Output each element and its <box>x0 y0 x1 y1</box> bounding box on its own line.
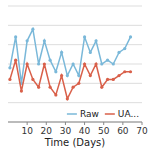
series-point <box>60 51 63 54</box>
grid-line <box>8 122 142 123</box>
series-point <box>129 35 132 38</box>
x-tick <box>27 122 28 125</box>
series-point <box>37 86 40 89</box>
x-tick-label: 10 <box>21 126 33 136</box>
series-point <box>123 47 126 50</box>
series-line <box>10 29 131 83</box>
x-tick-label: 30 <box>60 126 72 136</box>
series-point <box>43 39 46 42</box>
series-point <box>112 78 115 81</box>
series-point <box>66 97 69 100</box>
x-axis-line <box>8 122 142 123</box>
series-point <box>100 86 103 89</box>
series-point <box>8 66 11 69</box>
series-point <box>66 74 69 77</box>
series-point <box>77 74 80 77</box>
series-point <box>49 86 52 89</box>
series-point <box>106 59 109 62</box>
series-point <box>71 62 74 65</box>
legend-item: Raw <box>67 109 99 119</box>
x-tick-label: 70 <box>136 126 148 136</box>
legend-label: UA... <box>118 109 139 119</box>
series-point <box>106 78 109 81</box>
series-point <box>100 62 103 65</box>
x-tick <box>65 122 66 125</box>
series-point <box>83 35 86 38</box>
series-point <box>129 70 132 73</box>
series-point <box>54 70 57 73</box>
series-point <box>14 35 17 38</box>
grid-line <box>8 102 142 103</box>
series-point <box>20 89 23 92</box>
grid-line <box>8 25 142 26</box>
series-point <box>89 51 92 54</box>
series-point <box>94 62 97 65</box>
chart: 10 20 30 40 50 60 70 Time (Days) Raw UA... <box>0 0 150 150</box>
series-point <box>43 62 46 65</box>
series-point <box>123 70 126 73</box>
legend-swatch <box>67 113 77 115</box>
series-point <box>112 62 115 65</box>
series-point <box>83 62 86 65</box>
legend-swatch <box>105 113 115 115</box>
series-point <box>8 78 11 81</box>
x-tick-label: 50 <box>98 126 110 136</box>
series-point <box>54 93 57 96</box>
series-point <box>26 39 29 42</box>
x-tick <box>46 122 47 125</box>
legend-label: Raw <box>80 109 99 119</box>
x-axis-label: Time (Days) <box>44 137 106 148</box>
series-point <box>71 86 74 89</box>
x-tick <box>103 122 104 125</box>
series-point <box>31 78 34 81</box>
x-tick <box>84 122 85 125</box>
legend: Raw UA... <box>67 109 139 119</box>
series-point <box>94 39 97 42</box>
x-tick-label: 40 <box>79 126 91 136</box>
series-point <box>26 62 29 65</box>
series-point <box>37 62 40 65</box>
series-point <box>60 74 63 77</box>
series-point <box>117 51 120 54</box>
x-tick <box>122 122 123 125</box>
x-tick-label: 20 <box>41 126 53 136</box>
plot-area <box>8 28 132 101</box>
series-point <box>14 59 17 62</box>
legend-item: UA... <box>105 109 139 119</box>
series-point <box>89 74 92 77</box>
series-point <box>49 59 52 62</box>
series-point <box>77 82 80 85</box>
x-tick-label: 60 <box>117 126 129 136</box>
grid-line <box>8 44 142 45</box>
series-point <box>31 28 34 31</box>
series-line <box>10 60 131 99</box>
series-point <box>117 74 120 77</box>
grid-line <box>8 83 142 84</box>
grid-line <box>8 6 142 7</box>
x-tick <box>142 122 143 125</box>
